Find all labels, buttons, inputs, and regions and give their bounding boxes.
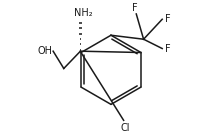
Text: F: F [165,14,171,24]
Text: F: F [132,3,138,13]
Text: Cl: Cl [120,123,130,133]
Text: NH₂: NH₂ [74,8,92,18]
Text: F: F [165,44,171,54]
Text: OH: OH [38,45,52,55]
